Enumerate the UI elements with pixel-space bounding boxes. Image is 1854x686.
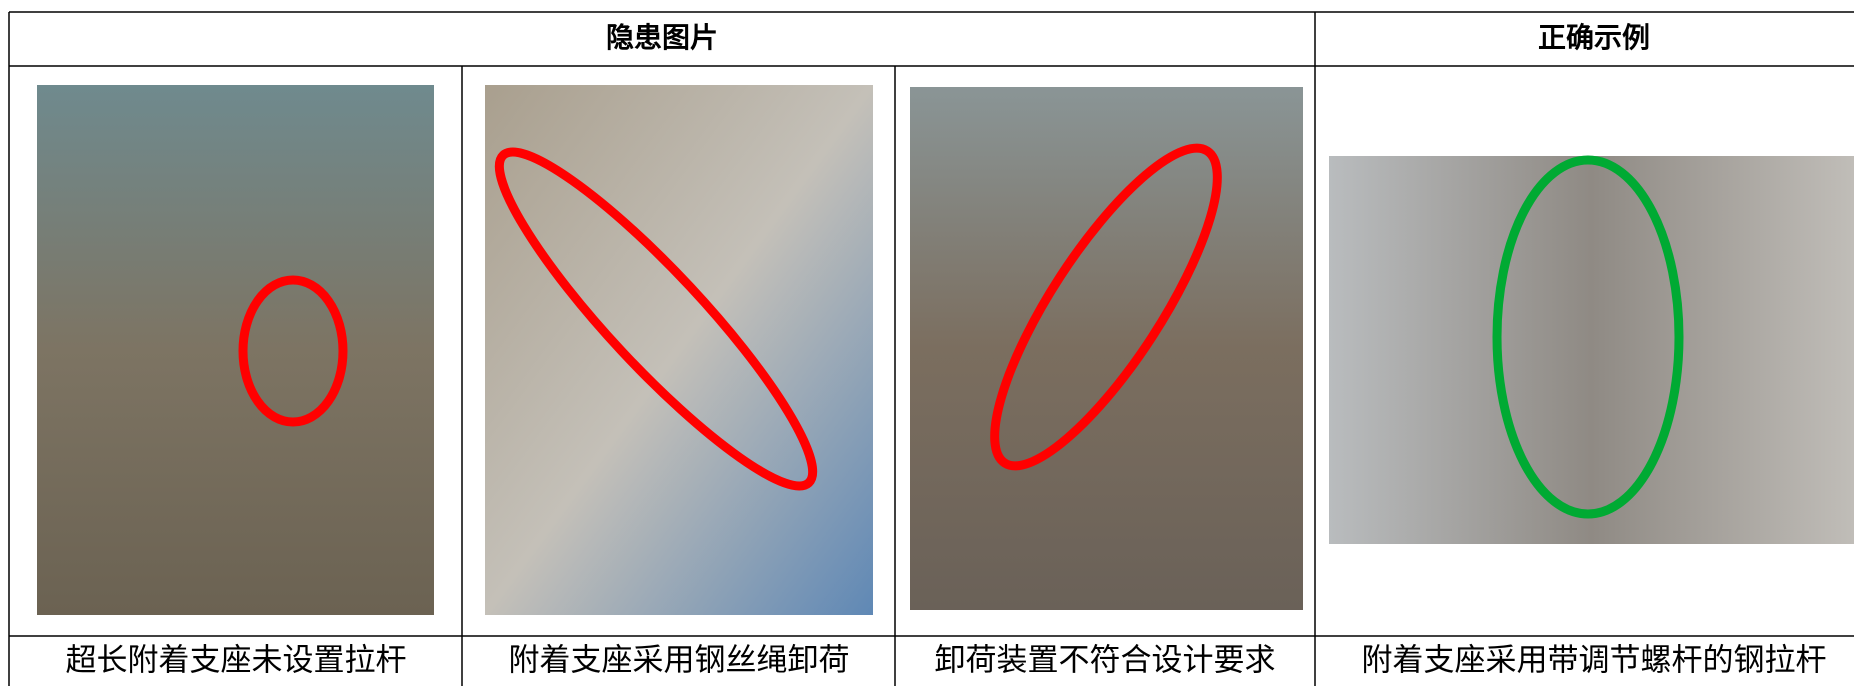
caption: 超长附着支座未设置拉杆	[66, 643, 407, 679]
highlight-ellipse	[990, 143, 1222, 471]
highlight-ellipse	[1492, 155, 1684, 519]
header-cell: 正确示例	[1538, 21, 1650, 54]
table-borders	[8, 11, 1854, 686]
caption: 附着支座采用钢丝绳卸荷	[509, 643, 850, 679]
photo	[485, 85, 873, 615]
header-cell: 隐患图片	[606, 21, 718, 54]
caption: 附着支座采用带调节螺杆的钢拉杆	[1362, 643, 1827, 679]
photo	[910, 87, 1303, 610]
photos	[37, 85, 1854, 615]
photo	[1329, 156, 1854, 544]
caption: 卸荷装置不符合设计要求	[935, 643, 1276, 679]
highlight-ellipse	[238, 275, 348, 427]
photo	[37, 85, 434, 615]
highlight-ellipse	[494, 147, 818, 491]
